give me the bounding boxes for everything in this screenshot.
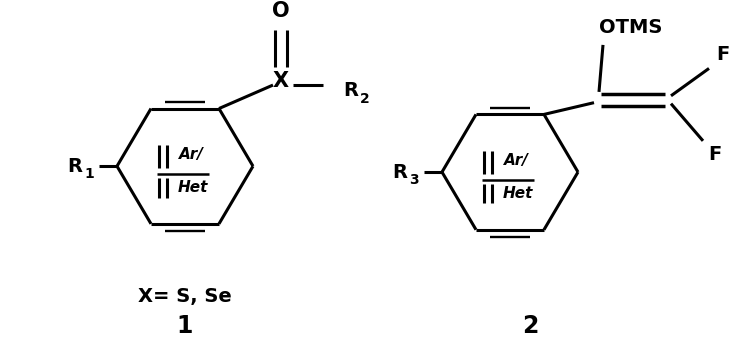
Text: 3: 3: [409, 173, 418, 187]
Text: 2: 2: [360, 92, 370, 106]
Text: Het: Het: [178, 180, 208, 195]
Text: R: R: [67, 157, 83, 176]
Text: F: F: [708, 145, 722, 164]
Text: X: X: [273, 71, 289, 91]
Text: R: R: [343, 81, 359, 100]
Text: 1: 1: [177, 314, 193, 338]
Text: 1: 1: [84, 167, 94, 181]
Text: Het: Het: [503, 186, 533, 201]
Text: F: F: [717, 45, 730, 64]
Text: Ar/: Ar/: [503, 153, 528, 168]
Text: OTMS: OTMS: [599, 18, 663, 37]
Text: O: O: [272, 1, 290, 21]
Text: R: R: [393, 163, 407, 181]
Text: 2: 2: [522, 314, 538, 338]
Text: Ar/: Ar/: [179, 147, 204, 162]
Text: X= S, Se: X= S, Se: [138, 287, 232, 306]
